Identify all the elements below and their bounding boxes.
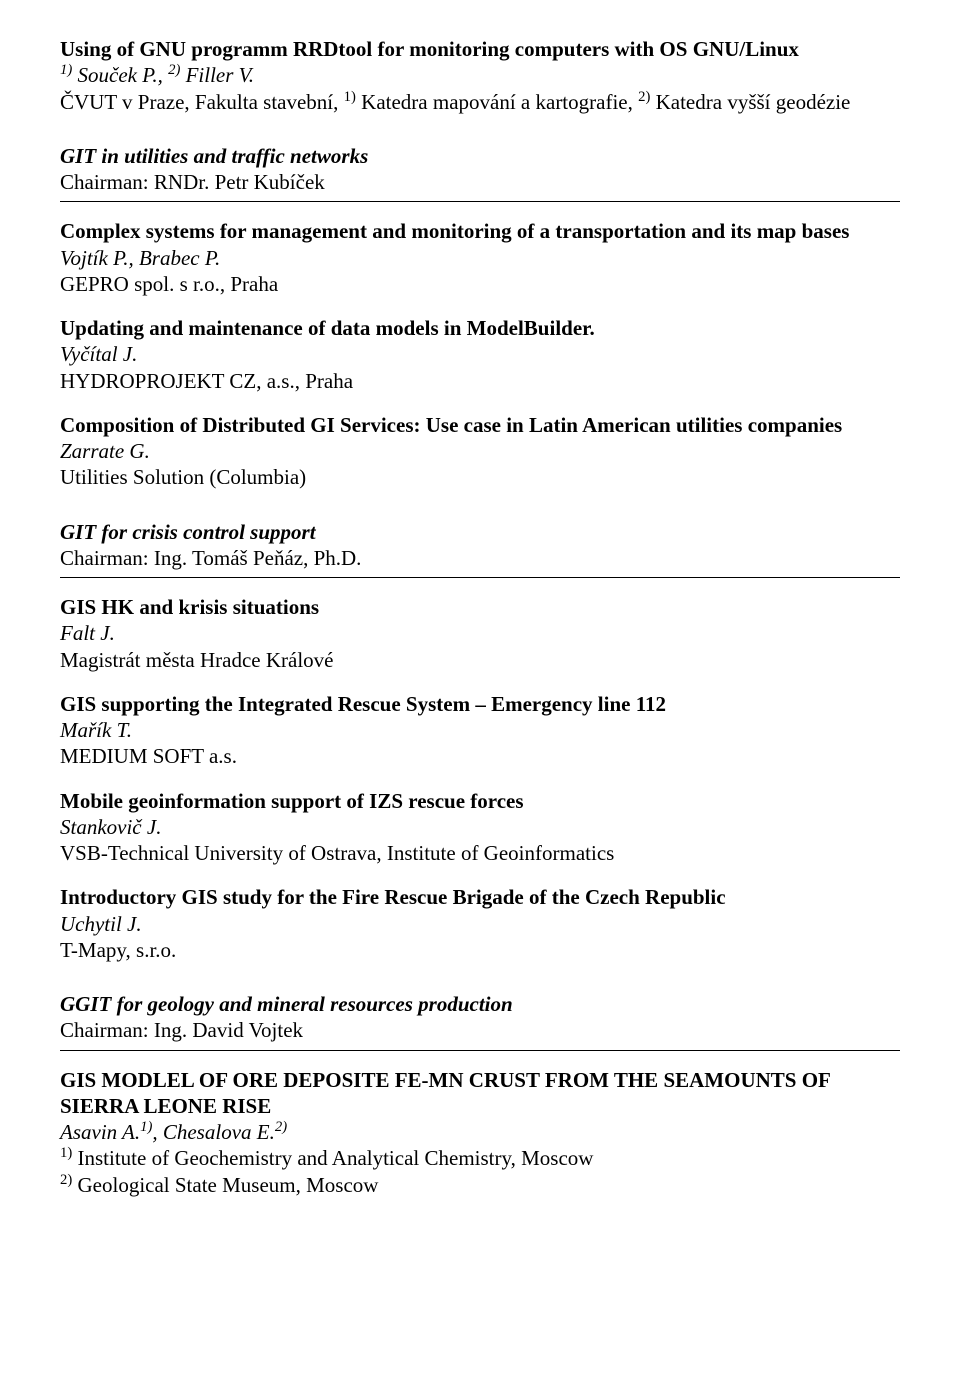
section-header: GIT for crisis control supportChairman: …	[60, 519, 900, 572]
entry-affiliation: 1) Institute of Geochemistry and Analyti…	[60, 1145, 900, 1198]
section-divider	[60, 1050, 900, 1051]
section-divider	[60, 201, 900, 202]
entry-title: GIS supporting the Integrated Rescue Sys…	[60, 691, 900, 717]
entry-title: Using of GNU programm RRDtool for monito…	[60, 36, 900, 62]
program-entry: Mobile geoinformation support of IZS res…	[60, 788, 900, 867]
program-entry: Complex systems for management and monit…	[60, 218, 900, 297]
program-entry: GIS HK and krisis situationsFalt J.Magis…	[60, 594, 900, 673]
entry-title: Complex systems for management and monit…	[60, 218, 900, 244]
entry-affiliation: MEDIUM SOFT a.s.	[60, 743, 900, 769]
entry-affiliation: Utilities Solution (Columbia)	[60, 464, 900, 490]
entry-authors: Vojtík P., Brabec P.	[60, 245, 900, 271]
entry-affiliation: VSB-Technical University of Ostrava, Ins…	[60, 840, 900, 866]
section-chairman: Chairman: RNDr. Petr Kubíček	[60, 169, 900, 195]
entry-authors: Asavin A.1), Chesalova E.2)	[60, 1119, 900, 1145]
section-title: GIT for crisis control support	[60, 519, 900, 545]
program-entry: Introductory GIS study for the Fire Resc…	[60, 884, 900, 963]
entry-authors: Falt J.	[60, 620, 900, 646]
section-chairman: Chairman: Ing. Tomáš Peňáz, Ph.D.	[60, 545, 900, 571]
program-entry: Updating and maintenance of data models …	[60, 315, 900, 394]
program-entry: Composition of Distributed GI Services: …	[60, 412, 900, 491]
program-entry: GIS MODLEL OF ORE DEPOSITE FE-MN CRUST F…	[60, 1067, 900, 1198]
entry-authors: Stankovič J.	[60, 814, 900, 840]
entry-affiliation: GEPRO spol. s r.o., Praha	[60, 271, 900, 297]
section-title: GGIT for geology and mineral resources p…	[60, 991, 900, 1017]
section-header: GGIT for geology and mineral resources p…	[60, 991, 900, 1044]
entry-authors: Vyčítal J.	[60, 341, 900, 367]
entry-affiliation: T-Mapy, s.r.o.	[60, 937, 900, 963]
entry-affiliation: ČVUT v Praze, Fakulta stavební, 1) Kated…	[60, 89, 900, 115]
top-entries: Using of GNU programm RRDtool for monito…	[60, 36, 900, 115]
entry-title: Updating and maintenance of data models …	[60, 315, 900, 341]
program-entry: GIS supporting the Integrated Rescue Sys…	[60, 691, 900, 770]
section-divider	[60, 577, 900, 578]
entry-affiliation: Magistrát města Hradce Králové	[60, 647, 900, 673]
section-chairman: Chairman: Ing. David Vojtek	[60, 1017, 900, 1043]
section-header: GIT in utilities and traffic networksCha…	[60, 143, 900, 196]
program-entry: Using of GNU programm RRDtool for monito…	[60, 36, 900, 115]
sections-container: GIT in utilities and traffic networksCha…	[60, 143, 900, 1198]
entry-authors: 1) Souček P., 2) Filler V.	[60, 62, 900, 88]
entry-authors: Uchytil J.	[60, 911, 900, 937]
entry-title: GIS MODLEL OF ORE DEPOSITE FE-MN CRUST F…	[60, 1067, 900, 1120]
entry-title: GIS HK and krisis situations	[60, 594, 900, 620]
entry-authors: Mařík T.	[60, 717, 900, 743]
entry-affiliation: HYDROPROJEKT CZ, a.s., Praha	[60, 368, 900, 394]
entry-title: Introductory GIS study for the Fire Resc…	[60, 884, 900, 910]
entry-title: Composition of Distributed GI Services: …	[60, 412, 900, 438]
document-page: Using of GNU programm RRDtool for monito…	[0, 0, 960, 1397]
entry-title: Mobile geoinformation support of IZS res…	[60, 788, 900, 814]
entry-authors: Zarrate G.	[60, 438, 900, 464]
section-title: GIT in utilities and traffic networks	[60, 143, 900, 169]
